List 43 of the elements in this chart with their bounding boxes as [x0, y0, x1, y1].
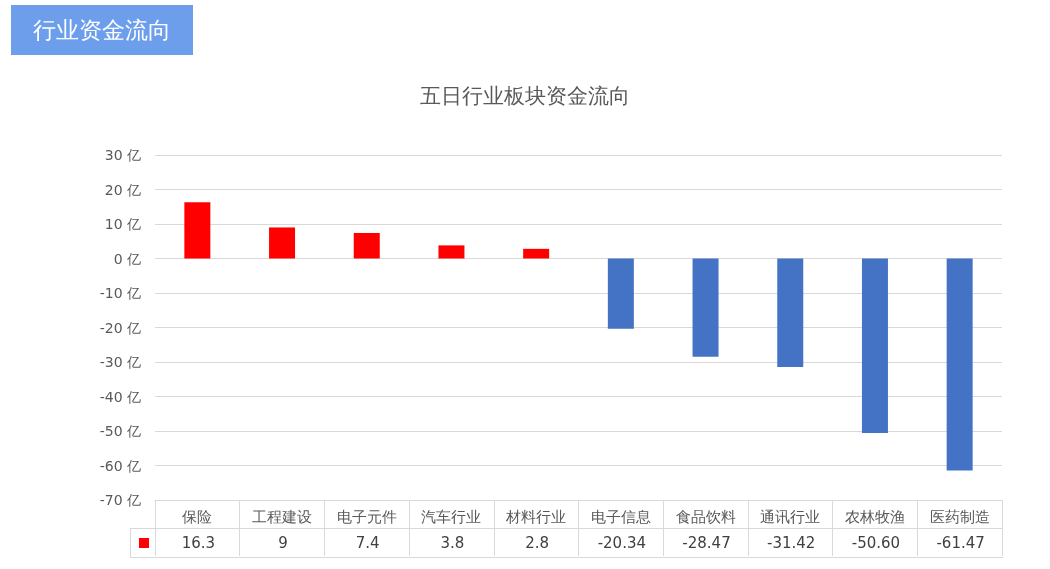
y-tick-label: -20 亿: [99, 319, 141, 336]
y-tick-label: -10 亿: [99, 285, 141, 301]
data-label: 9: [277, 533, 289, 554]
data-label: 7.4: [354, 533, 381, 554]
data-label: 2.8: [524, 533, 551, 554]
bar: [353, 232, 380, 259]
y-tick-label: -30 亿: [99, 354, 141, 370]
bar: [946, 258, 973, 471]
data-label: -20.34: [596, 533, 647, 554]
x-tick-label: 食品饮料: [675, 507, 736, 526]
bar: [184, 202, 211, 259]
data-label: -61.47: [935, 533, 986, 554]
y-tick-label: 20 亿: [104, 181, 141, 198]
y-tick-label: 30 亿: [104, 147, 141, 163]
y-tick-label: -70 亿: [99, 492, 141, 508]
bar: [523, 248, 550, 259]
y-tick-label: -60 亿: [99, 457, 141, 474]
bar: [692, 258, 719, 357]
x-tick-label: 工程建设: [252, 507, 313, 526]
x-tick-label: 材料行业: [505, 507, 567, 526]
x-tick-label: 保险: [182, 507, 213, 526]
x-tick-label: 汽车行业: [421, 507, 482, 526]
x-tick-label: 电子信息: [590, 507, 651, 526]
chart-title: 五日行业板块资金流向: [420, 83, 630, 108]
x-tick-label: 农林牧渔: [844, 507, 905, 526]
data-label: -28.47: [681, 533, 732, 554]
y-tick-label: -40 亿: [99, 388, 141, 405]
y-tick-label: 10 亿: [104, 216, 141, 232]
data-label: 3.8: [439, 533, 466, 554]
y-tick-label: -50 亿: [99, 423, 141, 439]
x-tick-label: 通讯行业: [760, 507, 821, 526]
x-tick-label: 医药制造: [929, 507, 990, 526]
x-tick-label: 电子元件: [336, 507, 397, 526]
bar: [777, 258, 804, 367]
bar: [269, 227, 296, 259]
y-tick-label: 0 亿: [113, 250, 141, 267]
bar: [438, 245, 465, 259]
bar: [861, 258, 888, 434]
text: 行业资金流向: [11, 5, 193, 55]
bar: [607, 258, 634, 329]
data-label: -31.42: [766, 533, 817, 554]
data-label: 16.3: [180, 533, 217, 554]
data-label: -50.60: [850, 533, 902, 554]
